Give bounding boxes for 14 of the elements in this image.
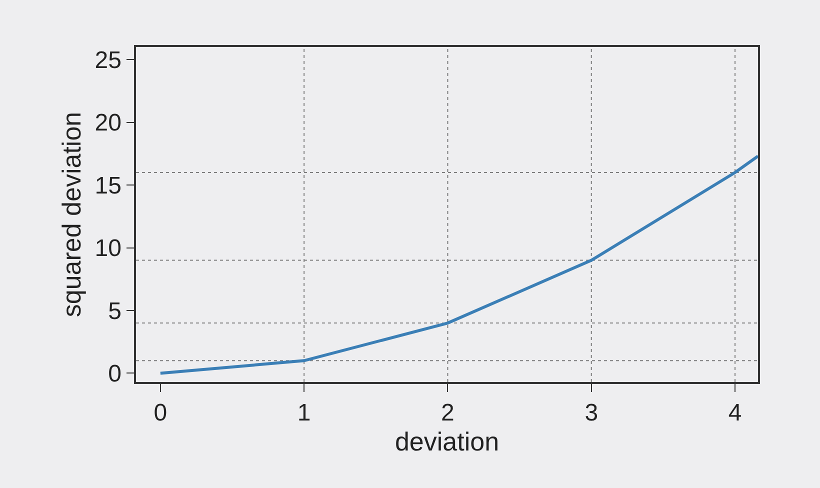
y-tick-label: 25 (94, 46, 122, 74)
y-axis-title: squared deviation (56, 112, 87, 318)
y-tick-label: 0 (108, 360, 122, 388)
x-tick-label: 3 (584, 400, 598, 427)
x-axis-title: deviation (394, 426, 500, 457)
x-tick-label: 0 (154, 400, 168, 427)
y-tick-label: 15 (94, 172, 122, 200)
x-tick-label: 2 (441, 400, 454, 427)
x-tick-label: 4 (728, 400, 742, 427)
y-tick-label: 20 (94, 110, 122, 137)
y-tick-label: 5 (108, 298, 122, 325)
x-tick-label: 1 (297, 400, 311, 427)
line-series (158, 154, 758, 375)
y-tick-label: 10 (94, 235, 122, 262)
